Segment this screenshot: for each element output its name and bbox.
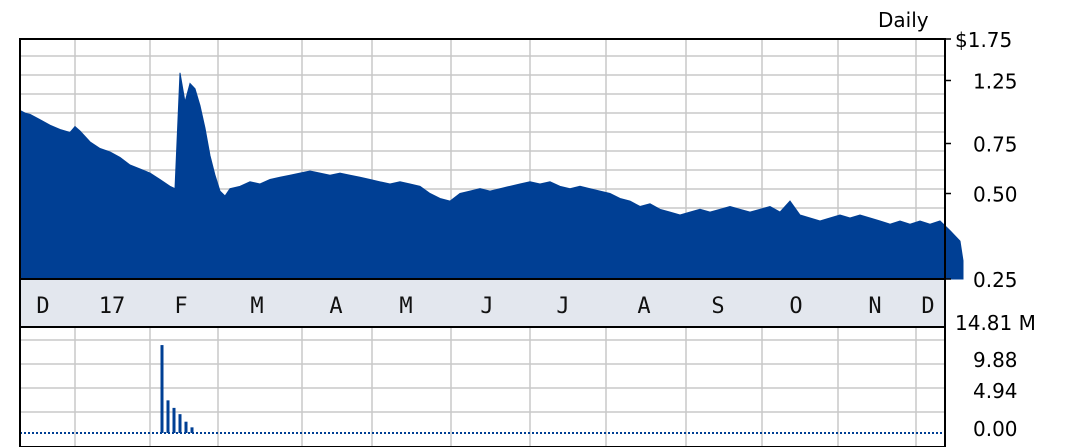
month-axis: D 17 F M A M J J A S O N D: [36, 294, 934, 319]
volume-tick-label-2: 4.94: [973, 379, 1018, 403]
month-label-3: M: [250, 294, 263, 319]
price-tick-label-0: $1.75: [955, 28, 1012, 52]
month-label-8: A: [637, 294, 650, 319]
price-tick-label-1: 1.25: [973, 69, 1018, 93]
month-label-7: J: [556, 294, 569, 319]
volume-bar-5: [190, 427, 194, 433]
month-label-2: F: [174, 294, 187, 319]
month-label-10: O: [789, 294, 802, 319]
volume-bar-3: [178, 414, 182, 433]
volume-bar-0: [160, 345, 164, 433]
volume-tick-label-1: 9.88: [973, 348, 1018, 372]
price-axis-ticks: $1.75 1.25 0.75 0.50 0.25: [945, 28, 1018, 292]
month-label-1: 17: [99, 294, 126, 319]
volume-gridlines: [20, 327, 945, 447]
volume-bar-4: [184, 421, 188, 433]
volume-bar-2: [172, 407, 176, 433]
volume-axis-ticks: 14.81 M 9.88 4.94 0.00: [955, 311, 1036, 441]
price-tick-label-3: 0.50: [973, 183, 1018, 207]
volume-tick-label-3: 0.00: [973, 417, 1018, 441]
period-label: Daily: [878, 8, 929, 32]
month-label-4: A: [329, 294, 342, 319]
month-label-5: M: [399, 294, 412, 319]
volume-tick-label-0: 14.81 M: [955, 311, 1036, 335]
month-label-12: D: [921, 294, 934, 319]
volume-plot-frame: [19, 326, 946, 447]
price-tick-label-2: 0.75: [973, 133, 1018, 157]
month-label-6: J: [480, 294, 493, 319]
month-band: [19, 278, 946, 328]
volume-bar-1: [166, 400, 170, 433]
month-label-9: S: [711, 294, 724, 319]
price-area-series: [19, 72, 964, 280]
volume-bars: [160, 345, 194, 433]
month-label-11: N: [868, 294, 881, 319]
month-label-0: D: [36, 294, 49, 319]
price-tick-label-4: 0.25: [973, 268, 1018, 292]
